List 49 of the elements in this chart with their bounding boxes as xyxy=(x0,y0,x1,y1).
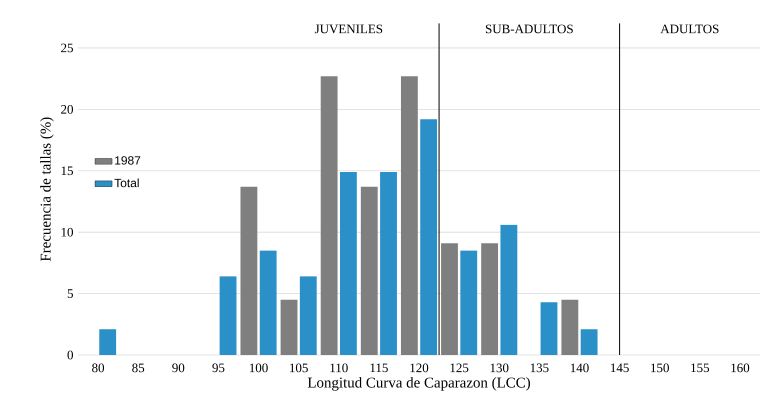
x-tick-label: 120 xyxy=(410,364,428,372)
annotation: SUB-ADULTOS xyxy=(486,24,573,34)
bar xyxy=(540,302,558,355)
y-tick-label: 5 xyxy=(68,289,73,298)
x-tick-label: 115 xyxy=(370,364,388,372)
y-axis-title: Frecuencia de tallas (%) xyxy=(40,117,54,262)
bar xyxy=(561,300,578,355)
y-tick-label: 20 xyxy=(61,105,73,114)
x-tick-label: 135 xyxy=(530,364,549,372)
bar xyxy=(441,243,458,355)
bar xyxy=(300,276,317,355)
bar xyxy=(360,186,378,355)
x-tick-label: 110 xyxy=(330,364,348,372)
bar xyxy=(320,76,338,355)
legend-label: Total xyxy=(114,178,139,188)
bar xyxy=(280,300,298,355)
y-tick-label: 15 xyxy=(62,166,73,176)
x-tick-label: 145 xyxy=(611,364,629,372)
bar xyxy=(481,243,498,355)
x-tick-label: 85 xyxy=(132,364,144,372)
bar xyxy=(400,76,418,355)
bar xyxy=(99,329,116,355)
bar xyxy=(420,119,438,355)
bar xyxy=(240,186,258,355)
bar xyxy=(380,172,397,355)
x-tick-label: 100 xyxy=(250,364,268,372)
x-tick-label: 125 xyxy=(450,364,468,372)
x-tick-label: 90 xyxy=(172,364,184,372)
y-tick-label: 10 xyxy=(62,228,73,237)
x-tick-label: 80 xyxy=(92,364,104,372)
annotation: ADULTOS xyxy=(660,24,719,34)
annotation: JUVENILES xyxy=(314,24,382,34)
x-axis-title: Longitud Curva de Caparazon (LCC) xyxy=(308,377,530,391)
x-tick-label: 140 xyxy=(570,364,589,372)
bar xyxy=(220,276,236,355)
x-tick-label: 95 xyxy=(212,364,224,372)
x-tick-label: 130 xyxy=(490,364,508,372)
x-tick-label: 155 xyxy=(691,364,710,372)
bar xyxy=(340,172,357,355)
x-tick-label: 160 xyxy=(731,364,750,372)
x-tick-label: 150 xyxy=(651,364,669,372)
bar xyxy=(260,250,277,355)
y-tick-label: 25 xyxy=(61,44,73,52)
x-tick-label: 105 xyxy=(290,364,308,372)
bar xyxy=(500,224,518,355)
bar xyxy=(580,329,598,355)
y-tick-label: 0 xyxy=(68,350,73,360)
legend-label: 1987 xyxy=(115,156,140,165)
bar xyxy=(460,250,478,355)
